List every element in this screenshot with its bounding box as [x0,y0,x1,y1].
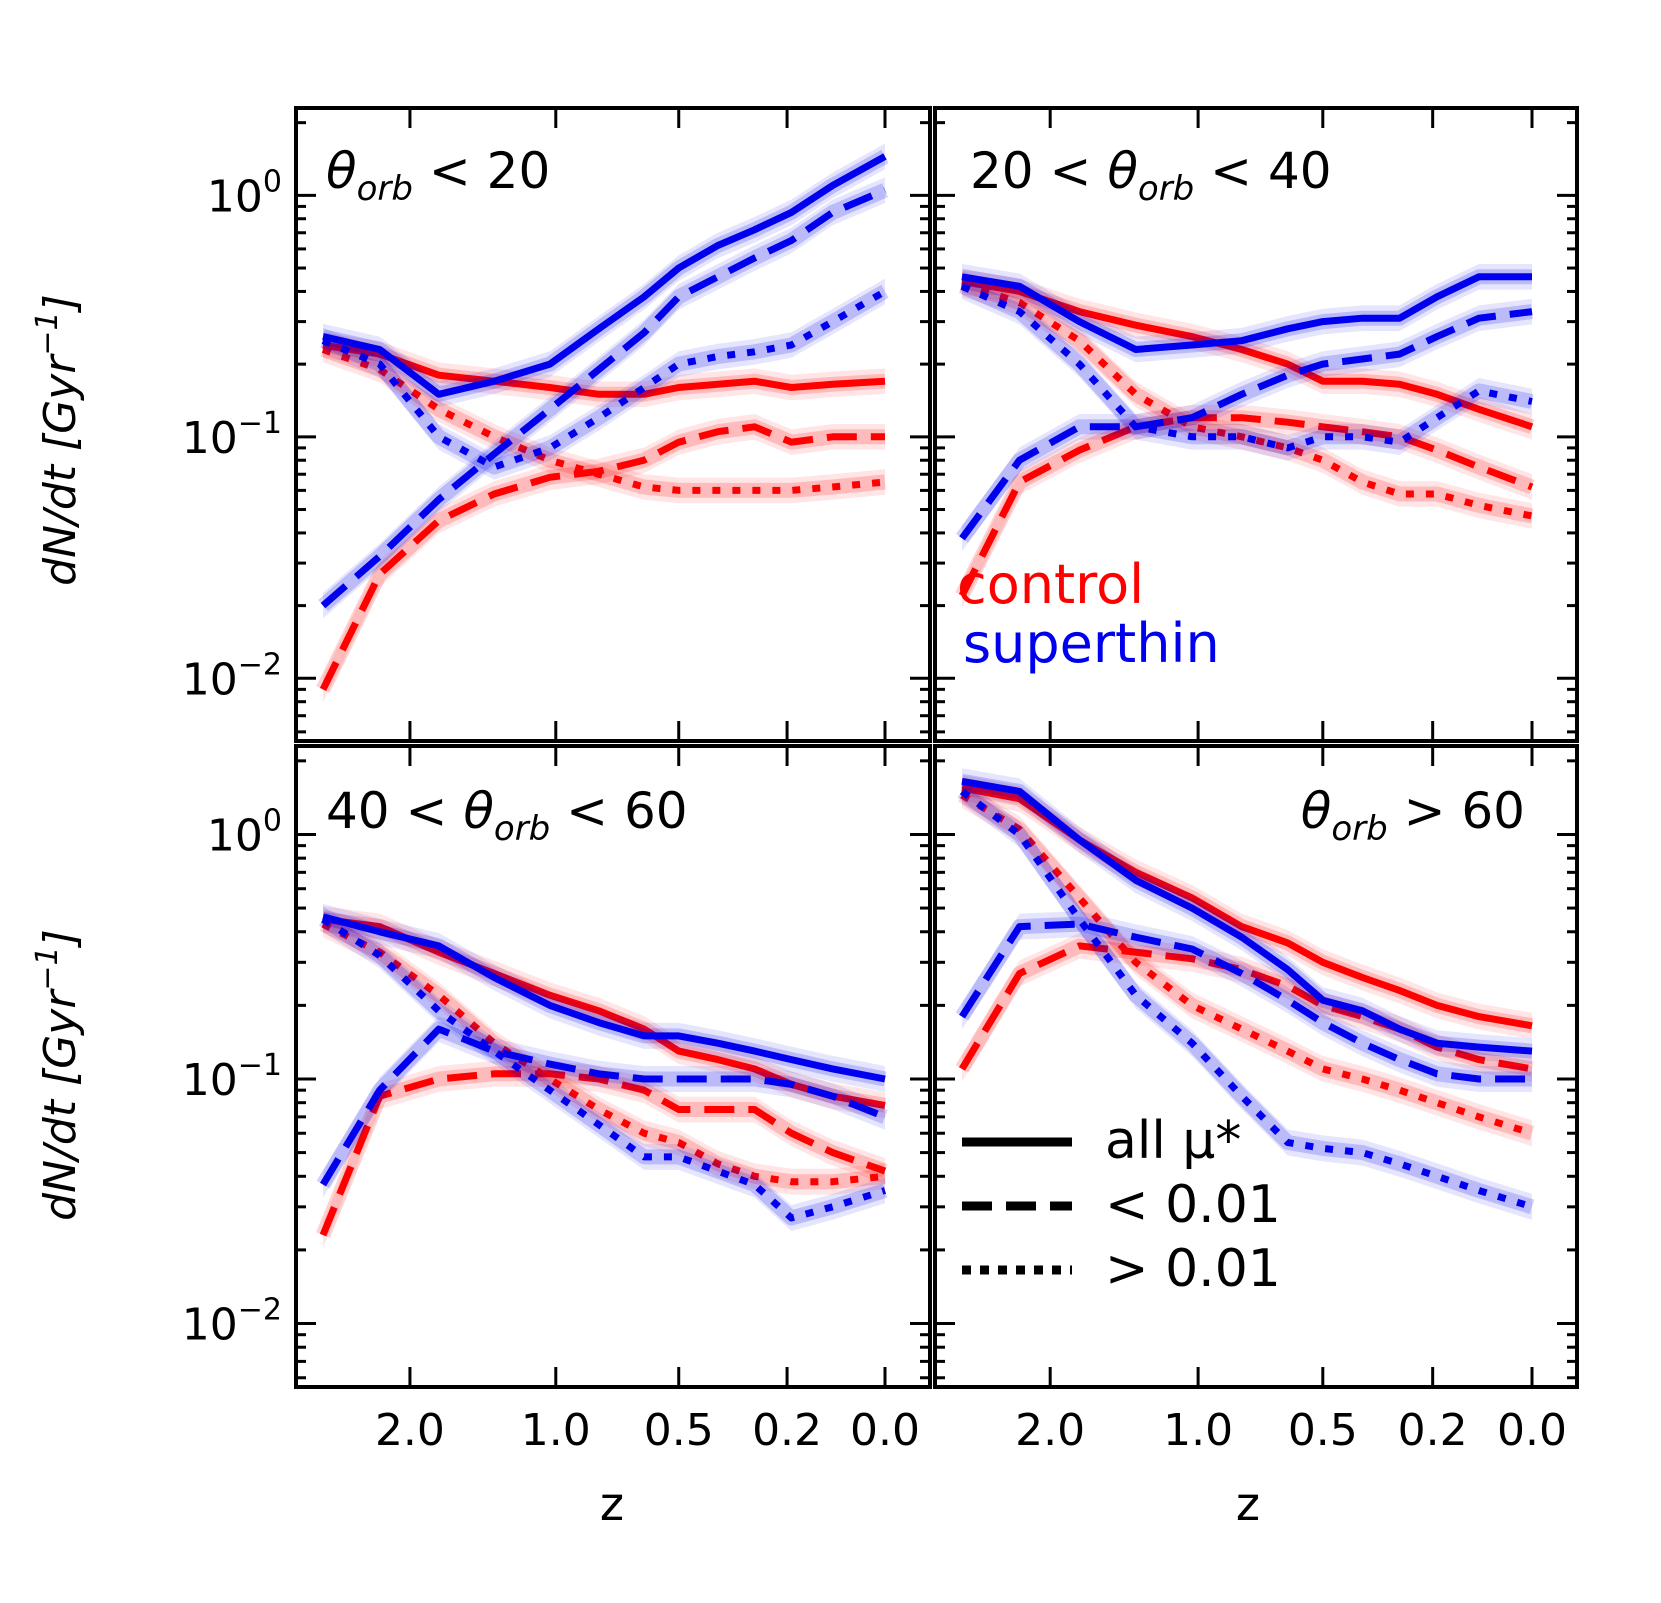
series-line-control-solid [961,277,1534,431]
series-band-control-dashed [962,933,1532,1082]
series-band-control-dashed [323,414,885,703]
series-line-superthin-dotted [960,283,1533,452]
x-tick-label: 0.5 [644,1405,714,1456]
plot-area [955,768,1535,1220]
legend-styles: all μ* < 0.01 > 0.01 [962,1111,1281,1299]
legend-solid-label: all μ* [1105,1111,1241,1171]
panel-frame [294,106,932,743]
plot-area [316,143,889,703]
panel-frame [933,106,1579,743]
panel-frame [933,744,1579,1389]
series-band-superthin-solid [962,768,1532,1065]
series-line-superthin-solid [961,777,1533,1055]
x-axis: 2.0 1.0 0.5 0.2 0.0 [375,746,920,1456]
series-line-control-dashed [958,414,1534,598]
series-band-control-dotted [962,782,1532,1147]
x-axis: 2.0 1.0 0.5 0.2 0.0 [1015,746,1567,1456]
series-band-superthin-dashed [323,177,885,619]
series-line-superthin-dotted [321,288,887,471]
x-tick-label: 2.0 [1015,1405,1085,1456]
series-band-control-dashed [323,1060,885,1248]
series-line-superthin-dashed [959,308,1533,541]
x-axis-label-left: z [600,1477,624,1531]
y-tick-label: 100 [207,803,282,861]
series-line-superthin-dashed [319,1025,887,1187]
series-band-superthin-dotted [962,273,1532,461]
panel-top-right: 20 < θorb < 40 [933,106,1579,743]
series-line-control-dashed [959,942,1533,1073]
x-tick-label: 1.0 [1163,1405,1233,1456]
legend-dashed-label: < 0.01 [1105,1175,1281,1235]
series-line-control-dashed [319,1070,887,1237]
series-band-superthin-dashed [962,298,1532,552]
panel-title: θorb > 60 [1301,782,1525,849]
series-band-control-dotted [323,336,885,504]
panel-title: 40 < θorb < 60 [326,782,688,849]
plot-area [316,903,888,1248]
series-line-superthin-solid [961,273,1532,353]
x-axis [1048,108,1534,741]
series-line-superthin-dashed [959,920,1532,1083]
x-tick-label: 1.0 [521,1405,591,1456]
series-line-superthin-solid [322,153,887,398]
panel-title: θorb < 20 [326,142,550,209]
panel-bottom-right: 2.0 1.0 0.5 0.2 0.0 θorb > 60 [933,744,1579,1456]
series-band-control-dotted [323,911,885,1195]
y-axis-label-bottom: dN/dt [Gyr−1] [30,929,86,1221]
series-line-control-dotted [960,791,1534,1137]
x-axis-label-right: z [1236,1477,1260,1531]
x-tick-label: 2.0 [375,1405,445,1456]
plot-area [955,264,1535,609]
y-axis [935,759,1577,1380]
series-band-superthin-dashed [962,911,1532,1092]
series-line-control-solid [322,341,886,398]
y-tick-label: 100 [207,164,282,222]
series-band-superthin-solid [323,903,885,1092]
x-tick-label: 0.5 [1288,1405,1358,1456]
series-band-superthin-dotted [962,778,1532,1220]
x-tick-label: 0.0 [1497,1405,1567,1456]
x-tick-label: 0.0 [850,1405,920,1456]
legend-dotted-label: > 0.01 [1105,1239,1281,1299]
y-axis [935,121,1577,734]
series-band-control-dotted [962,271,1532,529]
series-line-superthin-dotted [321,916,887,1222]
series-band-superthin-dotted [323,906,885,1231]
series-line-superthin-dotted [959,788,1534,1211]
x-tick-label: 0.2 [1398,1405,1468,1456]
panel-frame [294,744,932,1389]
series-line-control-dashed [319,423,885,691]
legend-control-label: control [957,553,1144,616]
x-axis [408,108,887,741]
legend-superthin-label: superthin [963,612,1220,675]
x-tick-label: 0.2 [752,1405,822,1456]
series-halo-control-dotted [320,342,886,498]
series-line-superthin-solid [322,913,886,1083]
series-line-control-dotted [321,920,886,1186]
series-line-superthin-dashed [320,186,887,609]
